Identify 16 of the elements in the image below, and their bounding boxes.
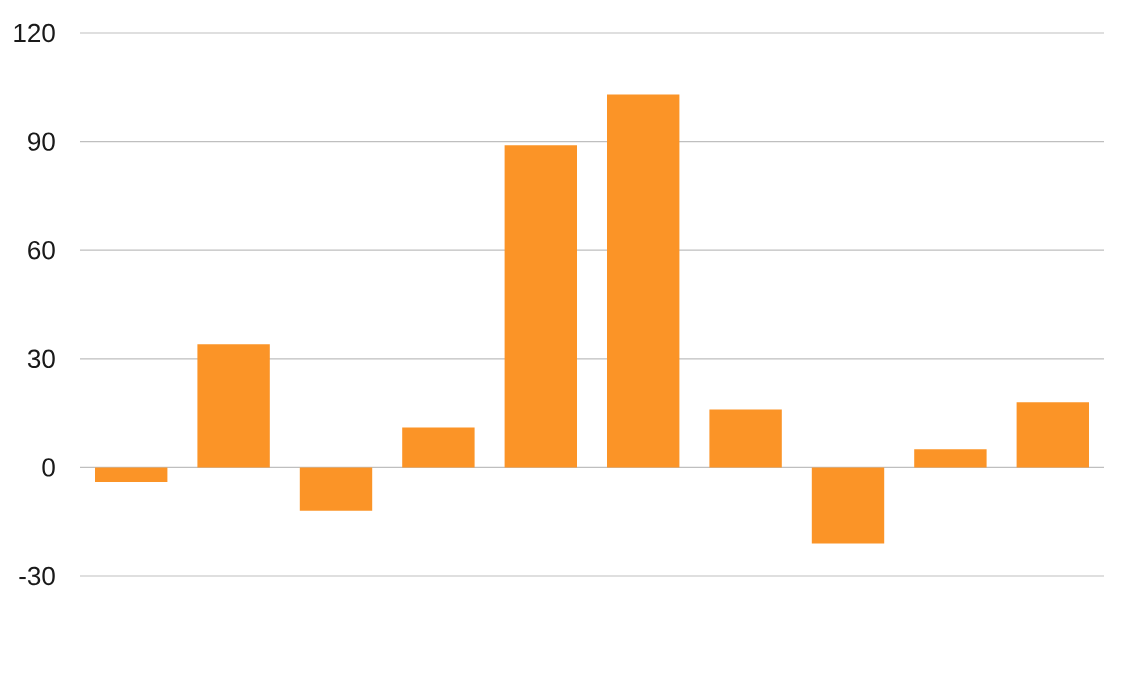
bar bbox=[1016, 402, 1089, 468]
bar bbox=[709, 409, 782, 468]
bar bbox=[299, 467, 373, 511]
bar bbox=[197, 344, 270, 468]
y-tick-label: 60 bbox=[28, 240, 55, 260]
y-tick-label: -30 bbox=[19, 566, 55, 586]
bar bbox=[504, 145, 577, 468]
bar bbox=[607, 94, 680, 468]
bar bbox=[95, 467, 168, 482]
bar bbox=[914, 449, 987, 468]
y-tick-label: 30 bbox=[27, 349, 55, 368]
y-tick-label: 0 bbox=[42, 458, 55, 477]
bar bbox=[402, 427, 475, 468]
y-tick-label: 90 bbox=[28, 132, 55, 151]
y-tick-label: 120 bbox=[14, 23, 55, 43]
bar bbox=[811, 467, 885, 544]
